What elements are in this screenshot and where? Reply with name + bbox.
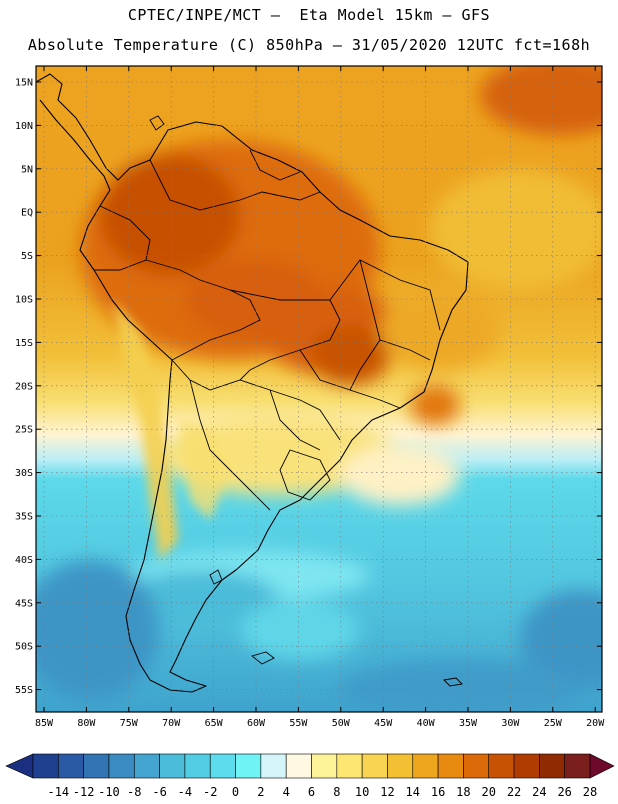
colorbar-label: -10 (98, 785, 120, 799)
colorbar-label: 4 (283, 785, 290, 799)
lat-label: 10N (15, 121, 33, 132)
colorbar-swatch (83, 753, 110, 779)
lon-label: 55W (289, 718, 308, 729)
lat-label: 45S (15, 598, 33, 609)
temperature-field (36, 66, 602, 712)
colorbar-left-arrow (5, 753, 34, 779)
country-borders (94, 149, 441, 511)
colorbar-swatch (108, 753, 135, 779)
colorbar-swatch (564, 753, 591, 779)
lat-label: 10S (15, 295, 33, 306)
coastline (36, 73, 469, 693)
lon-label: 70W (162, 718, 181, 729)
colorbar-swatch (463, 753, 490, 779)
colorbar: -14 -12 -10 -8 -6 -4 -2 0 2 4 6 8 10 12 14 16 18 20 22 24 26… (5, 753, 615, 799)
colorbar-swatch (285, 753, 312, 779)
lat-label: 5S (21, 251, 33, 262)
colorbar-label: 8 (333, 785, 340, 799)
colorbar-label: 0 (232, 785, 239, 799)
lon-label: 75W (120, 718, 139, 729)
colorbar-swatch (361, 753, 388, 779)
lon-label: 25W (544, 718, 563, 729)
longitude-axis: 85W 80W 75W 70W 65W 60W 55W 50W 45W 40W 35W 30W 25W 2… (35, 66, 605, 729)
colorbar-swatch (209, 753, 236, 779)
colorbar-right-arrow (589, 753, 615, 779)
colorbar-label: -4 (178, 785, 192, 799)
lat-label: 50S (15, 642, 33, 653)
colorbar-swatch (159, 753, 186, 779)
lon-label: 20W (586, 718, 605, 729)
lat-label: 20S (15, 381, 33, 392)
colorbar-swatch (133, 753, 160, 779)
colorbar-swatch (539, 753, 565, 779)
colorbar-label: 14 (406, 785, 420, 799)
lat-label: EQ (21, 208, 33, 219)
latitude-axis: 15N 10N 5N EQ 5S 10S 15S 20S 25S 30S 35S 40S 45S 50S 5… (15, 78, 602, 696)
colorbar-label: 26 (557, 785, 571, 799)
colorbar-swatch (437, 753, 464, 779)
colorbar-swatch (32, 753, 59, 779)
lat-label: 25S (15, 425, 33, 436)
lon-label: 60W (247, 718, 266, 729)
colorbar-swatch (184, 753, 211, 779)
lon-label: 65W (205, 718, 224, 729)
colorbar-label: 12 (380, 785, 394, 799)
colorbar-swatch (260, 753, 287, 779)
colorbar-label: -12 (73, 785, 95, 799)
colorbar-label: 18 (456, 785, 470, 799)
lat-label: 55S (15, 685, 33, 696)
map-title-line2: Absolute Temperature (C) 850hPa – 31/05/… (27, 36, 591, 54)
lat-label: 40S (15, 555, 33, 566)
lon-label: 30W (501, 718, 520, 729)
colorbar-label: 10 (355, 785, 369, 799)
colorbar-swatch (235, 753, 262, 779)
colorbar-label: 20 (482, 785, 496, 799)
colorbar-swatch (488, 753, 515, 779)
colorbar-label: 6 (308, 785, 315, 799)
colorbar-swatch (387, 753, 414, 779)
lon-label: 35W (459, 718, 478, 729)
colorbar-swatch (58, 753, 84, 779)
colorbar-label: -14 (47, 785, 69, 799)
lat-label: 5N (21, 164, 33, 175)
colorbar-label: -2 (203, 785, 217, 799)
colorbar-swatch (311, 753, 338, 779)
lon-label: 80W (77, 718, 96, 729)
lat-label: 15S (15, 338, 33, 349)
lon-label: 45W (374, 718, 393, 729)
colorbar-label: 24 (532, 785, 546, 799)
colorbar-swatch (513, 753, 540, 779)
colorbar-swatch (412, 753, 439, 779)
colorbar-label: 22 (507, 785, 521, 799)
colorbar-label: 16 (431, 785, 445, 799)
map-frame (35, 65, 603, 713)
lat-label: 35S (15, 512, 33, 523)
lat-label: 30S (15, 468, 33, 479)
colorbar-label: 2 (257, 785, 264, 799)
map-title-line1: CPTEC/INPE/MCT – Eta Model 15km – GFS (127, 6, 491, 24)
islands (149, 115, 463, 687)
lat-label: 15N (15, 78, 33, 89)
colorbar-label: 28 (583, 785, 597, 799)
lon-label: 50W (332, 718, 351, 729)
lon-label: 40W (417, 718, 436, 729)
lon-label: 85W (35, 718, 54, 729)
colorbar-label: -6 (152, 785, 166, 799)
colorbar-swatch (336, 753, 363, 779)
colorbar-label: -8 (127, 785, 141, 799)
